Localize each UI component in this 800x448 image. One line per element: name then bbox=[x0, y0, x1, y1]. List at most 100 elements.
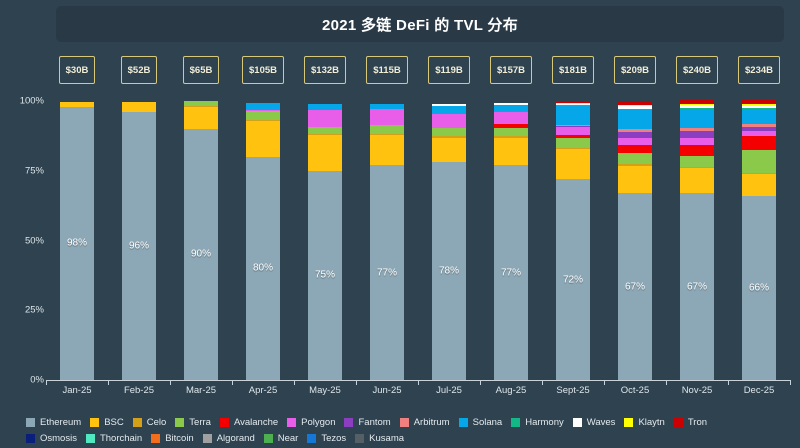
bar-segment[interactable] bbox=[370, 104, 404, 109]
bar-segment[interactable] bbox=[184, 105, 218, 107]
bar-segment[interactable] bbox=[742, 104, 776, 106]
bar-segment[interactable] bbox=[742, 150, 776, 173]
bar-segment[interactable] bbox=[680, 99, 714, 104]
legend-item-terra[interactable]: Terra bbox=[175, 415, 211, 430]
bar-segment[interactable] bbox=[184, 101, 218, 106]
bar-segment[interactable] bbox=[556, 125, 590, 128]
bar-segment[interactable] bbox=[680, 144, 714, 156]
stacked-bar[interactable]: 77% bbox=[370, 101, 404, 380]
bar-segment[interactable] bbox=[556, 102, 590, 104]
bar-segment[interactable] bbox=[618, 193, 652, 380]
legend-item-bitcoin[interactable]: Bitcoin bbox=[151, 431, 194, 446]
legend-item-bsc[interactable]: BSC bbox=[90, 415, 124, 430]
stacked-bar[interactable]: 66% bbox=[742, 100, 776, 380]
legend-item-tezos[interactable]: Tezos bbox=[307, 431, 346, 446]
bar-segment[interactable] bbox=[556, 135, 590, 138]
bar-segment[interactable] bbox=[618, 153, 652, 165]
bar-segment[interactable] bbox=[680, 107, 714, 109]
bar-segment[interactable] bbox=[246, 111, 280, 120]
bar-segment[interactable] bbox=[370, 133, 404, 135]
bar-segment[interactable] bbox=[618, 101, 652, 105]
bar-segment[interactable] bbox=[680, 167, 714, 194]
bar-segment[interactable] bbox=[246, 102, 280, 110]
bar-segment[interactable] bbox=[618, 165, 652, 194]
bar-segment[interactable] bbox=[742, 195, 776, 380]
stacked-bar[interactable]: 78% bbox=[432, 101, 466, 380]
legend-item-solana[interactable]: Solana bbox=[458, 415, 502, 430]
legend-item-polygon[interactable]: Polygon bbox=[287, 415, 335, 430]
bar-segment[interactable] bbox=[246, 109, 280, 112]
bar-segment[interactable] bbox=[494, 104, 528, 112]
bar-segment[interactable] bbox=[122, 102, 156, 113]
bar-segment[interactable] bbox=[742, 136, 776, 151]
bar-segment[interactable] bbox=[370, 134, 404, 166]
bar-segment[interactable] bbox=[680, 104, 714, 108]
legend-item-harmony[interactable]: Harmony bbox=[511, 415, 564, 430]
bar-segment[interactable] bbox=[742, 172, 776, 174]
bar-segment[interactable] bbox=[494, 111, 528, 125]
bar-segment[interactable] bbox=[556, 124, 590, 127]
bar-segment[interactable] bbox=[308, 126, 342, 134]
bar-segment[interactable] bbox=[556, 126, 590, 136]
bar-segment[interactable] bbox=[184, 128, 218, 380]
bar-segment[interactable] bbox=[370, 165, 404, 380]
bar-segment[interactable] bbox=[370, 125, 404, 134]
bar-segment[interactable] bbox=[680, 155, 714, 168]
stacked-bar[interactable]: 72% bbox=[556, 101, 590, 380]
bar-segment[interactable] bbox=[742, 123, 776, 127]
bar-segment[interactable] bbox=[122, 112, 156, 380]
legend-item-celo[interactable]: Celo bbox=[132, 415, 166, 430]
bar-segment[interactable] bbox=[308, 133, 342, 135]
bar-segment[interactable] bbox=[742, 130, 776, 137]
legend-item-arbitrum[interactable]: Arbitrum bbox=[399, 415, 450, 430]
bar-segment[interactable] bbox=[60, 106, 94, 380]
stacked-bar[interactable]: 98% bbox=[60, 101, 94, 380]
bar-segment[interactable] bbox=[432, 128, 466, 137]
stacked-bar[interactable]: 80% bbox=[246, 101, 280, 380]
bar-segment[interactable] bbox=[556, 105, 590, 125]
bar-segment[interactable] bbox=[742, 100, 776, 105]
stacked-bar[interactable]: 75% bbox=[308, 101, 342, 380]
bar-segment[interactable] bbox=[742, 173, 776, 196]
bar-segment[interactable] bbox=[432, 162, 466, 380]
stacked-bar[interactable]: 90% bbox=[184, 101, 218, 380]
bar-segment[interactable] bbox=[618, 144, 652, 154]
bar-segment[interactable] bbox=[370, 108, 404, 126]
bar-segment[interactable] bbox=[618, 108, 652, 110]
bar-segment[interactable] bbox=[680, 128, 714, 131]
bar-segment[interactable] bbox=[432, 105, 466, 115]
bar-segment[interactable] bbox=[494, 128, 528, 137]
bar-segment[interactable] bbox=[618, 131, 652, 138]
legend-item-klaytn[interactable]: Klaytn bbox=[624, 415, 665, 430]
legend-item-algorand[interactable]: Algorand bbox=[202, 431, 255, 446]
bar-segment[interactable] bbox=[432, 136, 466, 138]
bar-segment[interactable] bbox=[618, 109, 652, 129]
bar-segment[interactable] bbox=[494, 137, 528, 166]
legend-item-fantom[interactable]: Fantom bbox=[344, 415, 391, 430]
bar-segment[interactable] bbox=[680, 193, 714, 380]
bar-segment[interactable] bbox=[680, 108, 714, 129]
bar-segment[interactable] bbox=[556, 148, 590, 180]
bar-segment[interactable] bbox=[680, 137, 714, 145]
bar-segment[interactable] bbox=[742, 104, 776, 108]
legend-item-tron[interactable]: Tron bbox=[673, 415, 707, 430]
bar-segment[interactable] bbox=[556, 147, 590, 149]
legend-item-waves[interactable]: Waves bbox=[572, 415, 615, 430]
bar-segment[interactable] bbox=[680, 167, 714, 169]
bar-segment[interactable] bbox=[618, 105, 652, 109]
legend-item-ethereum[interactable]: Ethereum bbox=[26, 415, 81, 430]
bar-segment[interactable] bbox=[494, 124, 528, 129]
bar-segment[interactable] bbox=[60, 102, 94, 107]
bar-segment[interactable] bbox=[184, 106, 218, 129]
bar-segment[interactable] bbox=[742, 108, 776, 124]
legend-item-near[interactable]: Near bbox=[263, 431, 298, 446]
bar-segment[interactable] bbox=[246, 156, 280, 380]
bar-segment[interactable] bbox=[680, 130, 714, 138]
bar-segment[interactable] bbox=[308, 104, 342, 110]
stacked-bar[interactable]: 67% bbox=[680, 99, 714, 380]
bar-segment[interactable] bbox=[556, 137, 590, 148]
bar-segment[interactable] bbox=[618, 104, 652, 106]
bar-segment[interactable] bbox=[432, 104, 466, 106]
bar-segment[interactable] bbox=[246, 120, 280, 157]
legend-item-thorchain[interactable]: Thorchain bbox=[85, 431, 142, 446]
